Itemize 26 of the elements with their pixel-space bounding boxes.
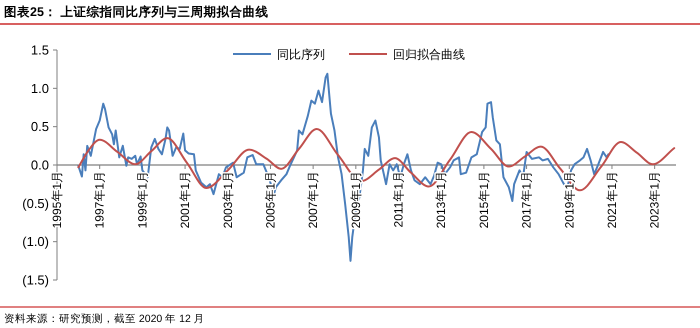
x-tick-label: 2011年1月 bbox=[392, 171, 406, 228]
x-tick-label: 2005年1月 bbox=[263, 171, 278, 228]
legend-label: 回归拟合曲线 bbox=[393, 48, 465, 62]
x-tick-label: 2013年1月 bbox=[434, 171, 448, 228]
y-tick-label: (1.0) bbox=[22, 234, 49, 250]
x-tick-label: 2023年1月 bbox=[648, 171, 662, 228]
y-tick-label: (1.5) bbox=[22, 272, 49, 288]
x-tick-label: 2003年1月 bbox=[220, 171, 235, 228]
x-tick-label: 2001年1月 bbox=[178, 171, 192, 228]
x-tick-label: 2019年1月 bbox=[562, 171, 576, 228]
y-tick-label: 0.5 bbox=[30, 119, 49, 134]
x-tick-label: 2021年1月 bbox=[604, 171, 619, 228]
chart-title: 图表25： 上证综指同比序列与三周期拟合曲线 bbox=[4, 4, 268, 19]
y-tick-label: (0.5) bbox=[22, 196, 49, 211]
text: 资料来源：研究预测，截至 2020 年 12 月 bbox=[4, 312, 205, 325]
x-tick-label: 1999年1月 bbox=[135, 171, 150, 228]
legend-label: 同比序列 bbox=[277, 48, 325, 62]
y-tick-label: 0.0 bbox=[30, 158, 49, 172]
x-tick-label: 2009年1月 bbox=[348, 171, 363, 228]
y-tick-label: 1.5 bbox=[30, 42, 49, 58]
y-tick-label: 1.0 bbox=[30, 80, 49, 96]
x-tick-label: 2007年1月 bbox=[306, 171, 320, 228]
x-tick-label: 1995年1月 bbox=[50, 171, 64, 228]
x-tick-label: 1997年1月 bbox=[92, 171, 107, 228]
x-tick-label: 2017年1月 bbox=[520, 171, 534, 228]
x-tick-label: 2015年1月 bbox=[476, 171, 491, 228]
